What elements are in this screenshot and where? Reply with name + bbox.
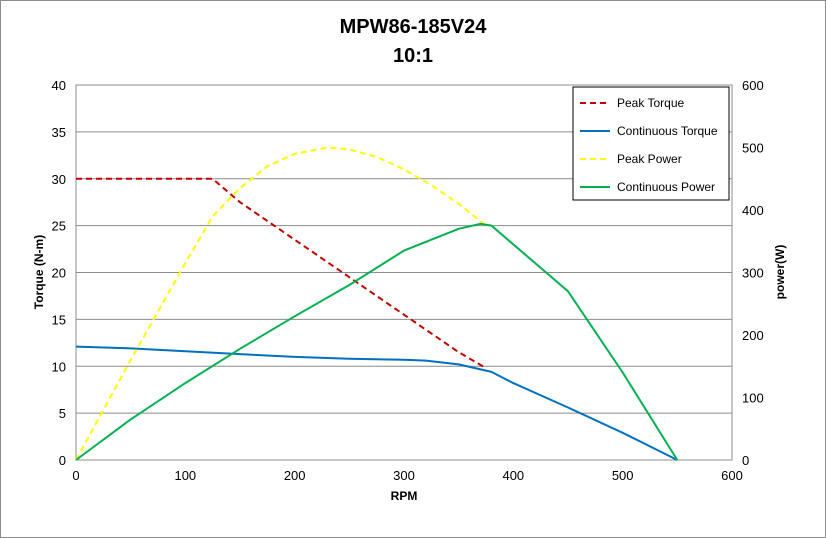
x-tick-label-4: 400 bbox=[502, 468, 524, 483]
chart-title: MPW86-185V24 bbox=[340, 16, 488, 38]
legend-label-1: Continuous Torque bbox=[617, 124, 718, 138]
x-axis-title: RPM bbox=[391, 489, 418, 503]
y-tick-label-3: 15 bbox=[52, 312, 66, 327]
chart-subtitle: 10:1 bbox=[393, 45, 433, 67]
y2-tick-label-5: 500 bbox=[742, 141, 764, 156]
x-tick-label-3: 300 bbox=[393, 468, 415, 483]
x-tick-label-1: 100 bbox=[174, 468, 196, 483]
series-line-2 bbox=[75, 146, 487, 461]
legend-label-2: Peak Power bbox=[617, 152, 682, 166]
y2-tick-label-2: 200 bbox=[742, 328, 764, 343]
y2-tick-label-1: 100 bbox=[742, 391, 764, 406]
y2-tick-label-3: 300 bbox=[742, 266, 764, 281]
legend-label-0: Peak Torque bbox=[617, 96, 684, 110]
y-axis-title: Torque (N-m) bbox=[32, 235, 46, 309]
y-tick-label-0: 0 bbox=[59, 453, 66, 468]
y-tick-label-1: 5 bbox=[59, 406, 66, 421]
x-tick-label-5: 500 bbox=[612, 468, 634, 483]
y-axis-ticks: 0 5 10 15 20 25 30 35 40 bbox=[52, 78, 66, 468]
legend-label-3: Continuous Power bbox=[617, 180, 715, 194]
series-lines bbox=[75, 146, 679, 461]
y2-axis-ticks: 0 100 200 300 400 500 600 bbox=[742, 78, 764, 468]
y-tick-label-6: 30 bbox=[52, 172, 66, 187]
y-tick-label-5: 25 bbox=[52, 219, 66, 234]
x-axis-ticks: 0 100 200 300 400 500 600 bbox=[72, 468, 742, 483]
series-line-1 bbox=[75, 345, 678, 461]
y-tick-label-7: 35 bbox=[52, 125, 66, 140]
x-tick-label-2: 200 bbox=[284, 468, 306, 483]
legend-items: Peak Torque Continuous Torque Peak Power Co… bbox=[580, 96, 718, 194]
y-tick-label-8: 40 bbox=[52, 78, 66, 93]
y2-tick-label-4: 400 bbox=[742, 203, 764, 218]
y2-tick-label-0: 0 bbox=[742, 453, 749, 468]
series-line-0 bbox=[76, 177, 487, 369]
x-tick-label-6: 600 bbox=[721, 468, 743, 483]
y-tick-label-2: 10 bbox=[52, 359, 66, 374]
plot-area bbox=[75, 84, 733, 461]
x-tick-label-0: 0 bbox=[72, 468, 79, 483]
legend: Peak Torque Continuous Torque Peak Power Co… bbox=[572, 86, 730, 201]
y-tick-label-4: 20 bbox=[52, 266, 66, 281]
legend-box bbox=[572, 86, 730, 201]
y2-axis-title: power(W) bbox=[773, 245, 787, 300]
series-line-3 bbox=[75, 222, 679, 461]
y2-tick-label-6: 600 bbox=[742, 78, 764, 93]
